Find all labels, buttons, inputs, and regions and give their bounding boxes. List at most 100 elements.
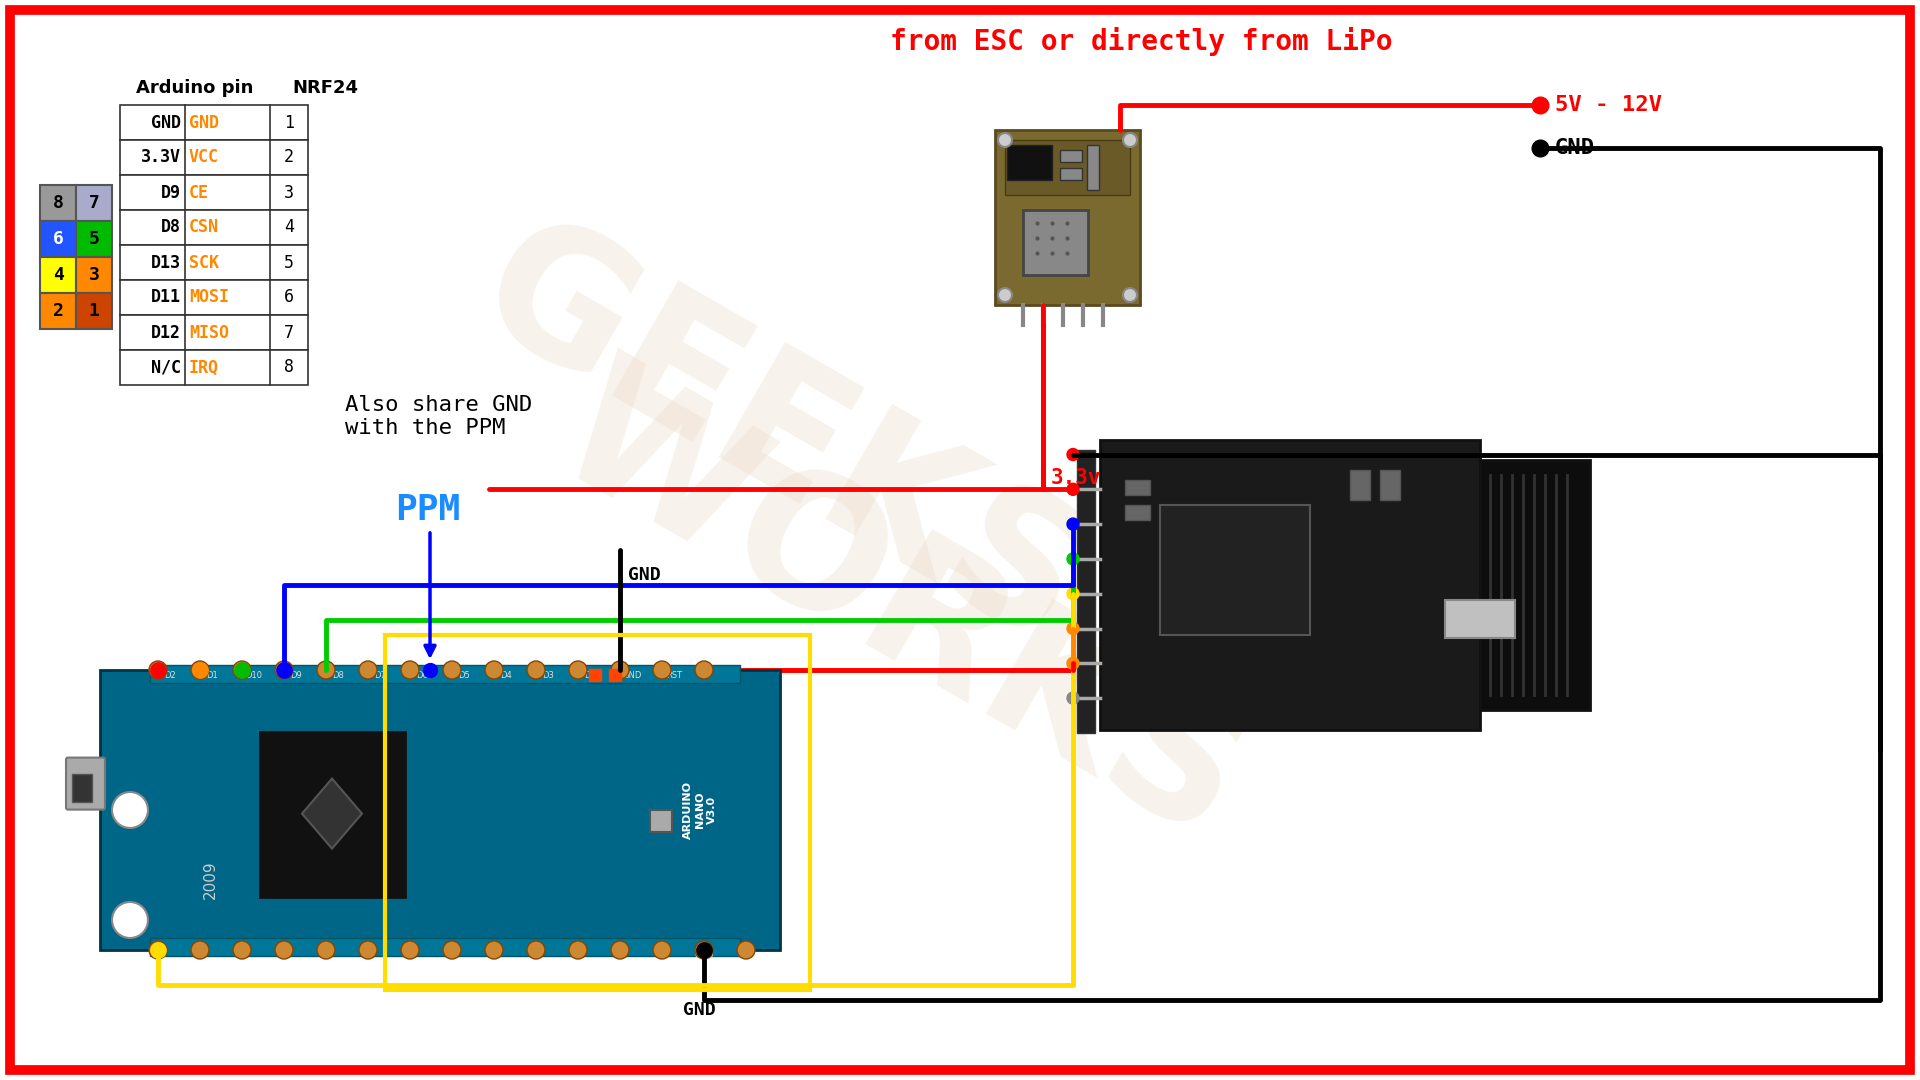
Bar (150, 665, 739, 683)
Text: 3V3: 3V3 (192, 950, 207, 959)
Bar (1077, 449, 1094, 733)
Text: GND: GND (628, 566, 660, 584)
Text: 8: 8 (284, 359, 294, 377)
Text: 6: 6 (52, 230, 63, 248)
Text: 3: 3 (284, 184, 294, 202)
Text: NRF24: NRF24 (292, 79, 359, 97)
Bar (1100, 440, 1480, 730)
Text: MOSI: MOSI (188, 288, 228, 307)
Text: D9: D9 (161, 184, 180, 202)
Circle shape (275, 661, 294, 679)
Text: 3.3V: 3.3V (140, 148, 180, 166)
Text: GND: GND (1555, 138, 1596, 158)
Text: 8: 8 (52, 194, 63, 212)
Bar (119, 280, 307, 315)
Text: 5: 5 (88, 230, 100, 248)
Text: GND: GND (188, 113, 219, 132)
Text: D2: D2 (163, 671, 177, 679)
Text: 5V - 12V: 5V - 12V (1555, 95, 1663, 114)
Text: D12: D12 (152, 324, 180, 341)
Circle shape (1068, 692, 1079, 704)
Circle shape (1123, 288, 1137, 302)
Text: 2009: 2009 (202, 861, 217, 900)
Circle shape (526, 941, 545, 959)
Text: VIN: VIN (739, 950, 753, 959)
Text: D2: D2 (584, 671, 595, 679)
Text: GEEKS: GEEKS (447, 198, 1112, 683)
Text: Also share GND
with the PPM: Also share GND with the PPM (346, 395, 532, 438)
Circle shape (111, 902, 148, 939)
Text: D13: D13 (152, 254, 180, 271)
Bar (1060, 168, 1083, 180)
Text: GND: GND (622, 671, 641, 679)
Text: VCC: VCC (188, 148, 219, 166)
Text: GND: GND (695, 950, 714, 959)
Text: D13: D13 (150, 950, 167, 959)
FancyBboxPatch shape (65, 757, 106, 810)
Text: D1: D1 (205, 671, 217, 679)
Text: GND: GND (152, 113, 180, 132)
Circle shape (486, 941, 503, 959)
Text: 7: 7 (284, 324, 294, 341)
Circle shape (653, 661, 670, 679)
Circle shape (401, 941, 419, 959)
Text: D4: D4 (499, 671, 513, 679)
Text: WORKS: WORKS (526, 343, 1273, 877)
Bar (40, 293, 77, 329)
Text: A3: A3 (405, 950, 415, 959)
Text: A6: A6 (530, 950, 541, 959)
Bar (1480, 460, 1590, 710)
Text: A4: A4 (447, 950, 457, 959)
Circle shape (190, 661, 209, 679)
Text: A5: A5 (488, 950, 499, 959)
Circle shape (359, 941, 376, 959)
Circle shape (568, 941, 588, 959)
Circle shape (232, 661, 252, 679)
Text: IRQ: IRQ (188, 359, 219, 377)
Circle shape (695, 661, 712, 679)
Bar (119, 175, 307, 210)
Circle shape (486, 661, 503, 679)
Bar (1125, 480, 1150, 495)
Bar (386, 635, 810, 990)
Circle shape (1068, 518, 1079, 530)
Text: 5: 5 (284, 254, 294, 271)
Bar (259, 731, 405, 896)
Circle shape (998, 288, 1012, 302)
Bar (995, 130, 1140, 305)
Text: D8: D8 (161, 218, 180, 237)
Bar (77, 257, 111, 293)
Text: D3: D3 (541, 671, 555, 679)
Bar (73, 773, 92, 801)
Circle shape (190, 941, 209, 959)
Bar (40, 185, 77, 221)
Bar (119, 245, 307, 280)
Text: RST: RST (655, 950, 670, 959)
Bar (119, 105, 307, 140)
Text: GND: GND (684, 1001, 716, 1020)
Circle shape (150, 941, 167, 959)
Polygon shape (301, 779, 363, 849)
Bar (40, 221, 77, 257)
Bar (1446, 599, 1515, 637)
Text: 1: 1 (284, 113, 294, 132)
Circle shape (111, 792, 148, 828)
Bar (1006, 145, 1052, 180)
Circle shape (653, 941, 670, 959)
Text: ARDUINO
NANO
V3.0: ARDUINO NANO V3.0 (684, 781, 716, 839)
Text: A2: A2 (363, 950, 374, 959)
Bar (40, 257, 77, 293)
Circle shape (275, 941, 294, 959)
Text: D11: D11 (152, 288, 180, 307)
Text: N/C: N/C (152, 359, 180, 377)
Text: D8: D8 (332, 671, 344, 679)
Text: RST: RST (666, 671, 682, 679)
Bar (651, 810, 672, 832)
Text: 2: 2 (284, 148, 294, 166)
Circle shape (359, 661, 376, 679)
Circle shape (232, 941, 252, 959)
Text: D7: D7 (374, 671, 386, 679)
Bar (150, 939, 739, 956)
Circle shape (1123, 133, 1137, 147)
Bar (77, 185, 111, 221)
